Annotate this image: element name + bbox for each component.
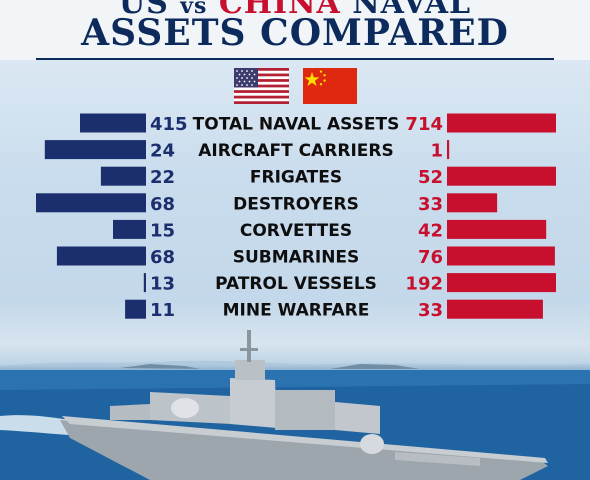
china-value-destroyers: 33 — [418, 194, 443, 215]
category-label-corvettes: CORVETTES — [240, 221, 352, 241]
us-bar-frigates — [100, 166, 146, 186]
title-china: CHINA — [218, 0, 341, 21]
us-bar-corvettes — [113, 219, 146, 239]
us-value-total-naval-assets: 415 — [150, 114, 188, 135]
title-us: US — [118, 0, 169, 21]
title-vs: vs — [180, 0, 208, 19]
us-bar-submarines — [56, 246, 146, 266]
warship-scene — [0, 330, 590, 480]
us-bar-mine-warfare — [125, 299, 146, 319]
title-line-1: US vs CHINA NAVAL — [0, 0, 590, 21]
title-naval: NAVAL — [352, 0, 472, 21]
us-flag-icon — [234, 68, 289, 104]
title-banner: US vs CHINA NAVAL ASSETS COMPARED — [0, 0, 590, 60]
china-bars — [447, 113, 556, 319]
us-value-patrol-vessels: 13 — [150, 274, 175, 295]
china-bar-mine-warfare — [447, 299, 543, 319]
us-bar-aircraft-carriers — [44, 140, 146, 160]
china-bar-frigates — [447, 166, 556, 186]
china-flag-icon — [303, 68, 357, 104]
china-bar-aircraft-carriers — [447, 140, 450, 160]
china-bar-patrol-vessels — [447, 273, 556, 293]
china-bar-corvettes — [447, 219, 547, 239]
us-value-submarines: 68 — [150, 247, 175, 268]
china-value-corvettes: 42 — [418, 220, 443, 241]
us-value-aircraft-carriers: 24 — [150, 141, 175, 162]
china-bar-total-naval-assets — [447, 113, 556, 133]
china-value-mine-warfare: 33 — [418, 300, 443, 321]
china-value-submarines: 76 — [418, 247, 443, 268]
china-value-patrol-vessels: 192 — [405, 274, 443, 295]
us-value-destroyers: 68 — [150, 194, 175, 215]
china-value-total-naval-assets: 714 — [405, 114, 443, 135]
category-label-frigates: FRIGATES — [250, 168, 342, 188]
china-value-frigates: 52 — [418, 167, 443, 188]
china-bar-submarines — [447, 246, 555, 266]
us-bar-patrol-vessels — [143, 273, 146, 293]
china-bar-destroyers — [447, 193, 498, 213]
title-divider — [36, 58, 554, 60]
us-bar-total-naval-assets — [80, 113, 146, 133]
category-label-destroyers: DESTROYERS — [233, 194, 359, 214]
category-label-mine-warfare: MINE WARFARE — [223, 301, 370, 321]
title-line-2: ASSETS COMPARED — [81, 12, 509, 54]
category-label-patrol-vessels: PATROL VESSELS — [215, 274, 377, 294]
category-label-aircraft-carriers: AIRCRAFT CARRIERS — [198, 141, 394, 161]
china-value-aircraft-carriers: 1 — [430, 141, 443, 162]
category-label-submarines: SUBMARINES — [233, 248, 360, 268]
category-label-total-naval-assets: TOTAL NAVAL ASSETS — [193, 115, 400, 135]
us-bars — [36, 113, 146, 319]
us-value-mine-warfare: 11 — [150, 300, 175, 321]
us-value-frigates: 22 — [150, 167, 175, 188]
us-bar-destroyers — [36, 193, 146, 213]
us-value-corvettes: 15 — [150, 220, 175, 241]
